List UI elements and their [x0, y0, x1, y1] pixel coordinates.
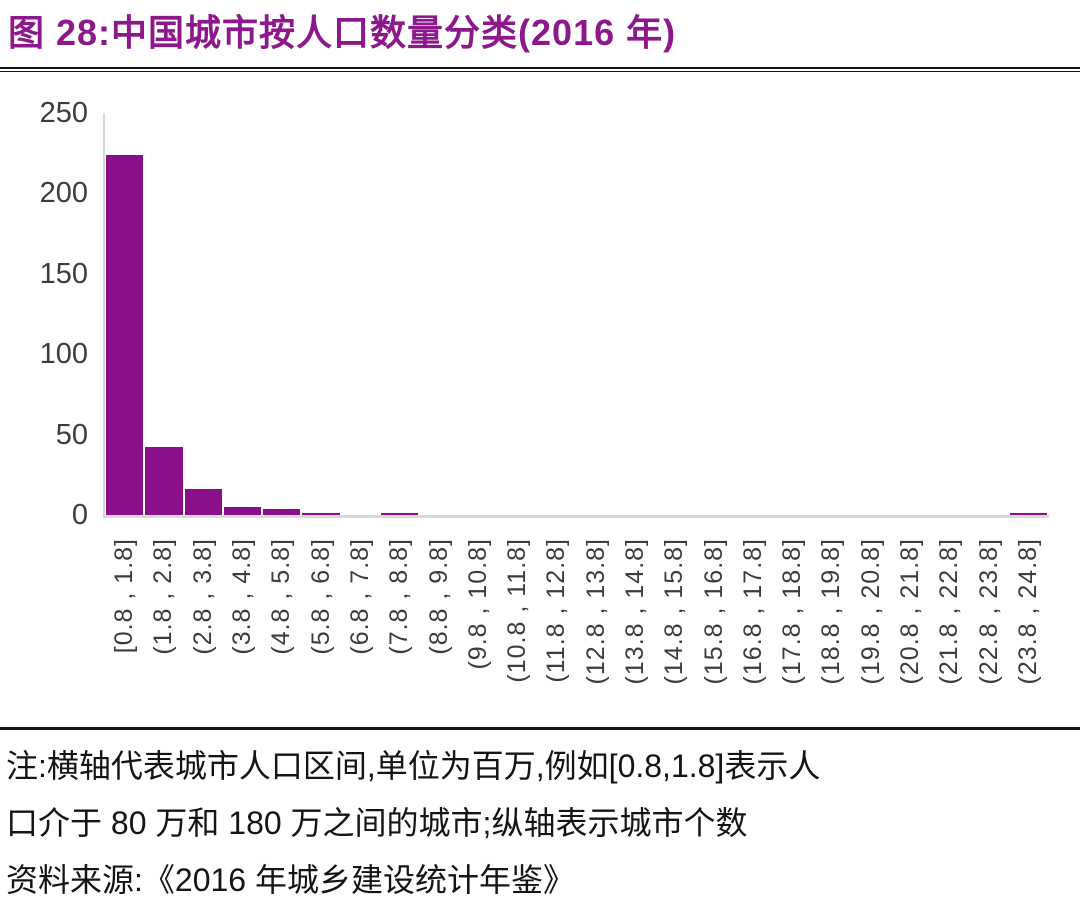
x-tick-slot-17: (17.8 , 18.8] [773, 538, 812, 684]
bar-slot-15 [694, 113, 733, 515]
bar-3 [223, 506, 262, 515]
x-tick-slot-5: (5.8 , 6.8] [301, 538, 340, 655]
y-tick-label: 50 [55, 418, 88, 451]
x-tick-label: (11.8 , 12.8] [542, 538, 571, 683]
note-line-2: 口介于 80 万和 180 万之间的城市;纵轴表示城市个数 [6, 805, 748, 841]
x-tick-slot-21: (21.8 , 22.8] [930, 538, 969, 684]
x-tick-slot-6: (6.8 , 7.8] [341, 538, 380, 655]
y-tick-label: 150 [39, 257, 88, 290]
bar-4 [263, 508, 301, 515]
bar-slot-19 [852, 113, 891, 515]
x-tick-label: (10.8 , 11.8] [503, 538, 532, 683]
x-tick-slot-1: (1.8 , 2.8] [144, 538, 183, 655]
x-tick-label: (4.8 , 5.8] [267, 538, 296, 655]
x-tick-label: (5.8 , 6.8] [306, 538, 335, 655]
x-tick-slot-20: (20.8 , 21.8] [891, 538, 930, 684]
x-tick-slot-4: (4.8 , 5.8] [262, 538, 301, 655]
x-tick-slot-3: (3.8 , 4.8] [223, 538, 262, 655]
x-tick-label: (3.8 , 4.8] [228, 538, 257, 655]
bar-slot-16 [734, 113, 773, 515]
bar-slot-1 [144, 113, 183, 515]
note-line-3: 资料来源:《2016 年城乡建设统计年鉴》 [6, 862, 575, 898]
x-tick-slot-23: (23.8 , 24.8] [1009, 538, 1048, 684]
bar-slot-14 [655, 113, 694, 515]
x-tick-slot-0: [0.8 , 1.8] [105, 538, 144, 653]
x-tick-label: [0.8 , 1.8] [110, 538, 139, 654]
bar-slot-13 [616, 113, 655, 515]
bar-slot-17 [773, 113, 812, 515]
note-divider [0, 727, 1080, 730]
x-tick-slot-9: (9.8 , 10.8] [459, 538, 498, 670]
x-tick-slot-8: (8.8 , 9.8] [419, 538, 458, 655]
x-tick-label: (7.8 , 8.8] [385, 538, 414, 655]
x-tick-label: (21.8 , 22.8] [935, 538, 964, 685]
x-tick-label: (16.8 , 17.8] [738, 538, 767, 685]
y-tick-label: 250 [39, 97, 88, 129]
x-tick-label: (8.8 , 9.8] [424, 538, 453, 655]
x-tick-slot-12: (12.8 , 13.8] [577, 538, 616, 684]
bar-2 [184, 489, 222, 515]
x-tick-label: (22.8 , 23.8] [974, 538, 1003, 685]
bar-slot-10 [498, 113, 537, 515]
bar-slot-3 [223, 113, 262, 515]
bar-slot-11 [537, 113, 576, 515]
x-tick-slot-11: (11.8 , 12.8] [537, 538, 576, 683]
y-tick-label: 100 [39, 338, 88, 371]
x-tick-label: (17.8 , 18.8] [778, 538, 807, 685]
x-tick-slot-14: (14.8 , 15.8] [655, 538, 694, 684]
bar-series [105, 113, 1048, 515]
y-tick-label: 200 [39, 177, 88, 210]
x-tick-label: (23.8 , 24.8] [1013, 538, 1042, 685]
x-tick-label: (2.8 , 3.8] [188, 538, 217, 655]
x-tick-slot-7: (7.8 , 8.8] [380, 538, 419, 655]
note-line-1: 注:横轴代表城市人口区间,单位为百万,例如[0.8,1.8]表示人 [6, 748, 821, 784]
x-tick-label: (18.8 , 19.8] [817, 538, 846, 685]
bar-slot-5 [301, 113, 340, 515]
bar-slot-9 [459, 113, 498, 515]
x-tick-label: (12.8 , 13.8] [581, 538, 610, 685]
x-tick-slot-2: (2.8 , 3.8] [184, 538, 223, 655]
x-tick-slot-19: (19.8 , 20.8] [852, 538, 891, 684]
bar-5 [302, 513, 340, 515]
bar-slot-18 [812, 113, 851, 515]
x-tick-slot-22: (22.8 , 23.8] [970, 538, 1009, 684]
x-tick-label: (15.8 , 16.8] [699, 538, 728, 685]
bar-slot-23 [1009, 113, 1048, 515]
x-tick-label: (14.8 , 15.8] [660, 538, 689, 685]
bar-slot-12 [577, 113, 616, 515]
x-tick-label: (1.8 , 2.8] [149, 538, 178, 655]
figure-notes: 注:横轴代表城市人口区间,单位为百万,例如[0.8,1.8]表示人 口介于 80… [6, 738, 1076, 907]
x-tick-slot-10: (10.8 , 11.8] [498, 538, 537, 683]
bar-chart: 0 50 100 150 200 250 [0.8 , 1.8] (1.8 , 2.8] (2… [0, 90, 1080, 720]
x-tick-label: (19.8 , 20.8] [856, 538, 885, 685]
bar-slot-6 [341, 113, 380, 515]
x-axis-tick-labels: [0.8 , 1.8] (1.8 , 2.8] (2.8 , 3.8] (3.8 , … [105, 538, 1048, 684]
bar-slot-21 [930, 113, 969, 515]
x-tick-slot-18: (18.8 , 19.8] [812, 538, 851, 684]
x-tick-label: (13.8 , 14.8] [621, 538, 649, 685]
bar-slot-0 [105, 113, 144, 515]
x-axis-line [103, 515, 1049, 518]
bar-7 [381, 513, 419, 515]
bar-1 [145, 447, 183, 515]
bar-slot-4 [262, 113, 301, 515]
bar-23 [1009, 513, 1048, 515]
bar-slot-20 [891, 113, 930, 515]
bar-slot-8 [419, 113, 458, 515]
x-tick-label: (6.8 , 7.8] [345, 538, 374, 655]
y-tick-label: 0 [71, 499, 88, 531]
x-tick-label: (9.8 , 10.8] [463, 538, 492, 670]
bar-slot-22 [970, 113, 1009, 515]
x-tick-slot-15: (15.8 , 16.8] [694, 538, 733, 684]
x-tick-slot-16: (16.8 , 17.8] [734, 538, 773, 684]
bar-0 [106, 154, 144, 515]
bar-slot-2 [184, 113, 223, 515]
bar-slot-7 [380, 113, 419, 515]
figure-title: 图 28:中国城市按人口数量分类(2016 年) [8, 12, 677, 53]
x-tick-slot-13: (13.8 , 14.8] [616, 538, 655, 684]
x-tick-label: (20.8 , 21.8] [896, 538, 925, 685]
title-divider [0, 67, 1080, 72]
y-axis-line [103, 113, 105, 518]
